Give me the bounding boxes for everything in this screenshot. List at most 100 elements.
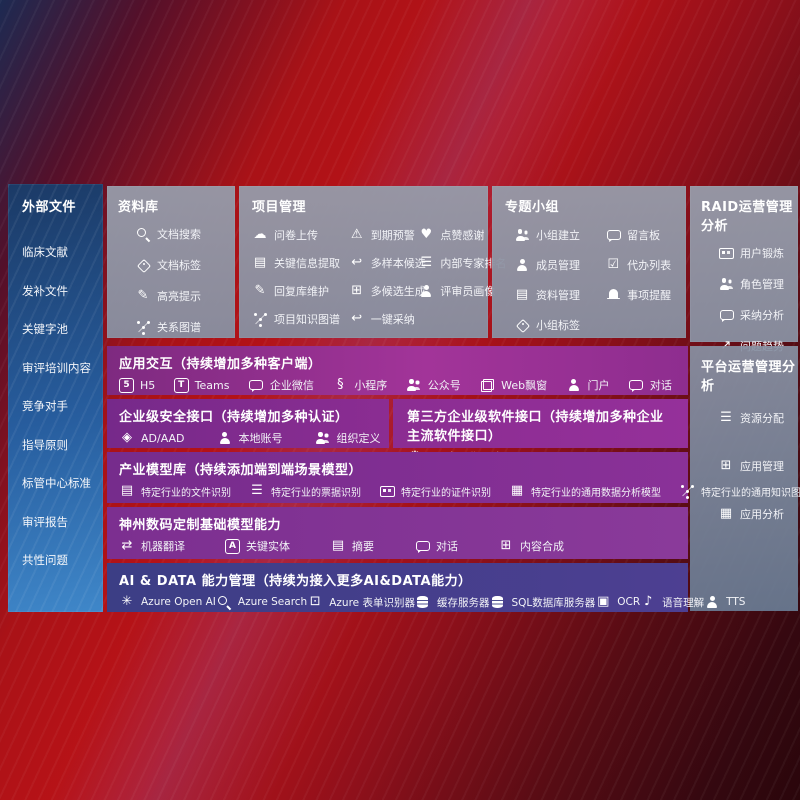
- wecom-chat-icon: [248, 377, 264, 393]
- feature-label: 评审员画像: [440, 285, 496, 298]
- info-extract-icon: ▤: [253, 255, 267, 270]
- feature-label: OCR: [617, 596, 641, 608]
- file-recognition-icon: ▤: [120, 483, 134, 498]
- feature-item: 小组标签: [514, 317, 605, 333]
- external-files-title: 外部文件: [22, 200, 77, 215]
- knowledge-graph-model-icon: [679, 483, 695, 499]
- feature-item: 留言板: [605, 227, 686, 243]
- feature-label: 门户: [587, 379, 610, 392]
- feature-label: 本地账号: [238, 432, 283, 445]
- feature-item: ♪ 语音理解: [640, 594, 704, 610]
- feature-item: 特定行业的证件识别: [379, 483, 491, 499]
- app-interaction-title: 应用交互（持续增加多种客户端）: [119, 357, 322, 372]
- platform-analysis-panel: 平台运营管理分析 ☰ 资源分配 ⊞ 应用管理 ▦ 应用分析: [690, 346, 798, 611]
- topic-groups-items: 小组建立 留言板 成员管理 ☑ 代办列表 ▤ 资料管理 事项提醒 小组标签: [505, 227, 686, 333]
- topic-groups-panel: 专题小组 小组建立 留言板 成员管理 ☑ 代办列表 ▤ 资料管理 事项提醒 小组标签: [492, 186, 686, 338]
- feature-label: 应用分析: [740, 508, 784, 521]
- feature-item: 成员管理: [514, 257, 605, 273]
- feature-label: SQL数据库服务器: [511, 596, 596, 609]
- thirdparty-interface-title: 第三方企业级软件接口（持续增加多种企业主流软件接口）: [407, 410, 664, 444]
- dialog-icon: [628, 377, 644, 393]
- platform-analysis-title: 平台运营管理分析: [701, 360, 796, 394]
- feature-label: 项目知识图谱: [274, 313, 340, 326]
- feature-item: ▤ 资料管理: [514, 287, 605, 303]
- feature-item: 事项提醒: [605, 287, 686, 303]
- feature-item: 对话: [414, 538, 458, 554]
- tts-voice-icon: [704, 594, 720, 610]
- feature-item: 文档搜索: [135, 226, 235, 242]
- feature-item: 对话: [628, 377, 672, 393]
- key-entity-icon: A: [225, 538, 240, 554]
- feature-label: 缓存服务器: [436, 596, 490, 609]
- feature-label: 企业微信: [269, 379, 314, 392]
- sidebar-item: 标管中心标准: [22, 476, 91, 490]
- feature-label: 文档标签: [157, 259, 201, 272]
- doc-search-icon: [135, 226, 151, 242]
- h5-icon: 5: [119, 377, 134, 393]
- role-manage-icon: [718, 276, 734, 292]
- thirdparty-interface-row: 第三方企业级软件接口（持续增加多种企业主流软件接口） ⚙API自动化设计器: [393, 399, 688, 464]
- feature-item: ⊞ 应用管理: [718, 458, 798, 474]
- feature-item: 组织定义: [315, 430, 381, 446]
- feature-item: 评审员画像: [418, 283, 495, 299]
- relation-graph-icon: [135, 319, 151, 335]
- ocr-scan-icon: ▣: [597, 594, 610, 609]
- feature-label: 小程序: [354, 379, 388, 392]
- feature-label: Teams: [194, 378, 230, 392]
- feature-item: ⇄ 机器翻译: [119, 538, 185, 554]
- id-recognition-icon: [379, 483, 395, 499]
- feature-label: 对话: [436, 540, 458, 553]
- feature-item: ⚠ 到期预警: [349, 227, 419, 243]
- feature-item: ▤ 摘要: [330, 538, 374, 554]
- industry-model-row: 产业模型库（持续添加端到端场景模型） ▤ 特定行业的文件识别 ☰ 特定行业的票据识别 特…: [107, 452, 800, 503]
- feature-item: ⊞ 多候选生成: [349, 283, 425, 299]
- group-create-icon: [514, 227, 530, 243]
- alarm-warning-icon: ⚠: [350, 227, 363, 242]
- feature-label: 关系图谱: [157, 321, 201, 334]
- sql-database-icon: [489, 594, 505, 610]
- feature-label: 机器翻译: [141, 540, 185, 553]
- app-manage-icon: ⊞: [720, 458, 732, 473]
- feature-item: ▤ 特定行业的文件识别: [119, 483, 231, 499]
- material-manage-icon: ▤: [515, 287, 529, 302]
- azure-openai-icon: ✳: [121, 594, 133, 609]
- feature-label: 应用管理: [740, 460, 784, 473]
- feature-item: 关系图谱: [135, 319, 235, 335]
- feature-item: 特定行业的通用知识图谱模型: [679, 483, 800, 499]
- feature-item: 缓存服务器: [415, 594, 490, 610]
- feature-item: ☰ 内部专家排名: [418, 255, 507, 271]
- thumbs-up-icon: ♥: [420, 227, 433, 242]
- feature-item: ▦ 特定行业的通用数据分析模型: [509, 483, 661, 499]
- feature-item: § 小程序: [332, 377, 387, 393]
- cache-server-icon: [415, 594, 431, 610]
- raid-analysis-title: RAID运营管理分析: [701, 200, 793, 234]
- feature-item: ▣ OCR: [595, 594, 640, 610]
- doc-tag-icon: [135, 257, 151, 273]
- feature-item: Web飘窗: [479, 377, 547, 393]
- feature-label: 小组标签: [536, 319, 580, 332]
- feature-item: 用户锻炼: [718, 245, 798, 261]
- multi-generate-icon: ⊞: [351, 283, 363, 298]
- feature-item: 公众号: [406, 377, 461, 393]
- group-tag-icon: [514, 317, 530, 333]
- summary-icon: ▤: [331, 538, 345, 553]
- official-account-icon: [406, 377, 422, 393]
- app-interaction-row: 应用交互（持续增加多种客户端） 5 H5 T Teams 企业微信 § 小程序 公众号 Web飘…: [107, 346, 688, 395]
- member-manage-icon: [514, 257, 530, 273]
- trend-chart-icon: ↗: [718, 338, 734, 354]
- feature-label: 特定行业的票据识别: [271, 487, 361, 499]
- highlight-pencil-icon: ✎: [137, 288, 149, 303]
- feature-item: 门户: [566, 377, 610, 393]
- reviewer-profile-icon: [418, 283, 434, 299]
- feature-label: 成员管理: [536, 259, 580, 272]
- feature-label: 公众号: [427, 379, 461, 392]
- feature-label: Azure 表单识别器: [329, 596, 415, 609]
- feature-label: 问卷上传: [274, 229, 318, 242]
- feature-item: ⊞ 内容合成: [498, 538, 564, 554]
- security-interface-row: 企业级安全接口（持续增加多种认证） ◈ AD/AAD 本地账号 组织定义: [107, 399, 389, 448]
- feature-label: 对话: [649, 379, 672, 392]
- feature-label: 采纳分析: [740, 309, 784, 322]
- sidebar-item: 审评报告: [22, 514, 68, 529]
